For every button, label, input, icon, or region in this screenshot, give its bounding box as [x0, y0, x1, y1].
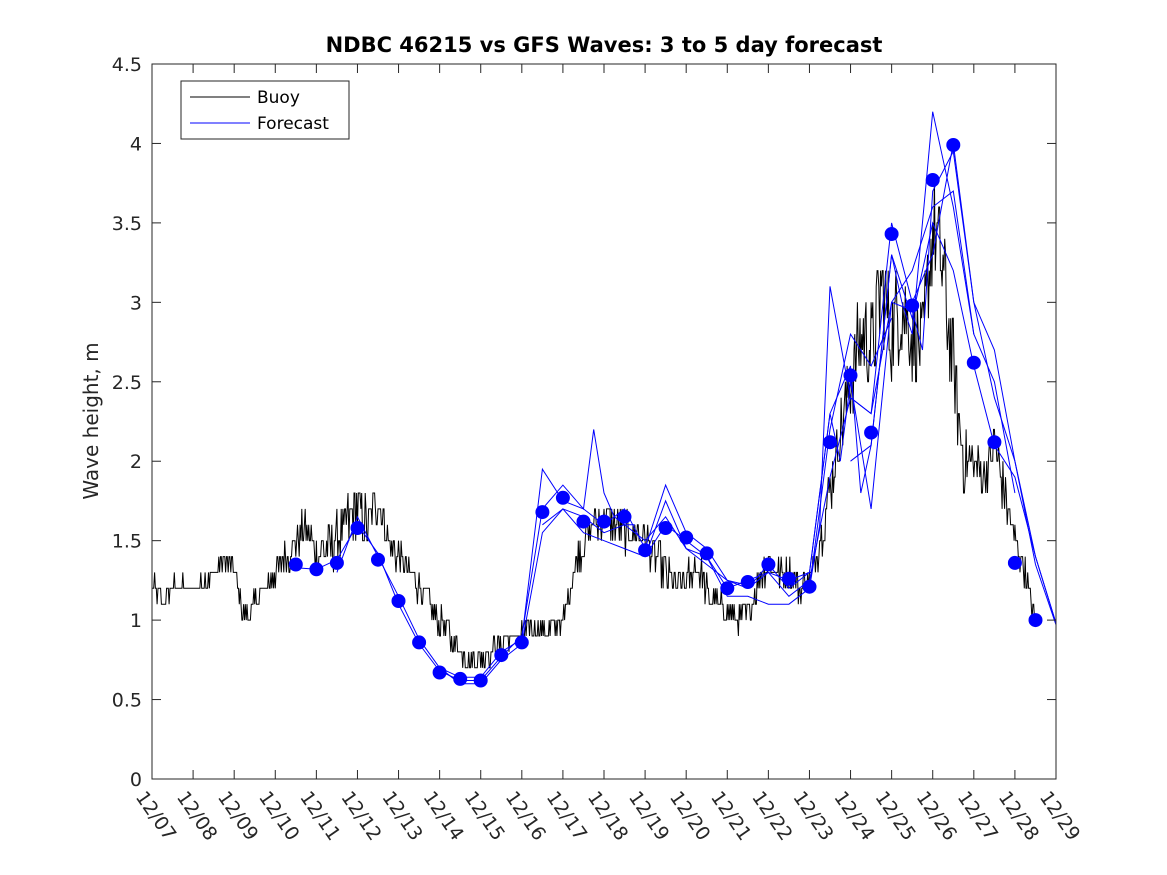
y-tick-label: 4	[130, 133, 142, 155]
forecast-point	[781, 571, 796, 586]
forecast-point	[884, 227, 899, 241]
forecast-run-line	[644, 111, 1016, 589]
forecast-point	[473, 673, 488, 688]
forecast-point	[658, 521, 673, 535]
y-tick-label: 2	[130, 451, 142, 473]
forecast-point	[597, 514, 611, 529]
forecast-point	[412, 635, 427, 650]
forecast-point	[494, 648, 509, 663]
y-tick-label: 2.5	[112, 372, 142, 394]
forecast-point	[905, 298, 920, 313]
legend-box	[180, 80, 350, 140]
forecast-point	[432, 665, 447, 680]
legend-forecast-label: Forecast	[257, 114, 329, 134]
forecast-point	[309, 562, 324, 577]
y-axis: 0 0.5 1 1.5 2 2.5 3 3.5 4 4.5	[112, 54, 1056, 791]
forecast-point	[720, 581, 735, 596]
forecast-point	[843, 368, 858, 383]
y-tick-label: 1	[130, 610, 142, 632]
forecast-point	[1007, 555, 1022, 570]
forecast-point	[391, 594, 406, 608]
legend: Buoy Forecast	[180, 80, 350, 140]
y-axis-label: Wave height, m	[79, 342, 103, 499]
forecast-run-line	[747, 149, 1057, 624]
forecast-point	[576, 514, 591, 529]
y-tick-label: 4.5	[112, 54, 142, 76]
forecast-point	[699, 546, 714, 561]
forecast-point	[761, 557, 776, 572]
forecast-point	[802, 579, 817, 594]
y-tick-label: 3.5	[112, 213, 142, 235]
forecast-point	[453, 671, 468, 686]
plot-data-group	[152, 111, 1057, 688]
forecast-point	[966, 355, 981, 370]
forecast-point	[288, 557, 303, 572]
forecast-point	[514, 635, 529, 650]
forecast-point	[617, 509, 632, 524]
forecast-point	[371, 552, 385, 567]
forecast-point	[946, 138, 961, 152]
forecast-point	[679, 530, 694, 545]
y-tick-label: 0.5	[112, 690, 142, 712]
forecast-point	[555, 490, 570, 505]
forecast-run-line	[809, 143, 1057, 626]
forecast-point	[535, 505, 550, 520]
y-tick-label: 0	[130, 769, 142, 791]
forecast-point	[638, 543, 653, 558]
forecast-point	[987, 435, 1002, 450]
forecast-point	[864, 425, 879, 440]
forecast-point	[329, 555, 344, 570]
forecast-point	[925, 173, 940, 187]
plot-area	[152, 64, 1056, 779]
forecast-run-line	[439, 318, 893, 685]
forecast-point	[823, 435, 837, 450]
forecast-point	[1028, 613, 1043, 628]
legend-buoy-label: Buoy	[257, 88, 300, 108]
forecast-point	[740, 575, 755, 589]
chart-title: NDBC 46215 vs GFS Waves: 3 to 5 day fore…	[326, 33, 883, 57]
y-tick-label: 3	[130, 292, 142, 314]
forecast-run-line	[336, 467, 748, 678]
forecast-run-line	[850, 221, 1057, 624]
forecast-point	[350, 521, 365, 535]
y-tick-label: 1.5	[112, 531, 142, 553]
